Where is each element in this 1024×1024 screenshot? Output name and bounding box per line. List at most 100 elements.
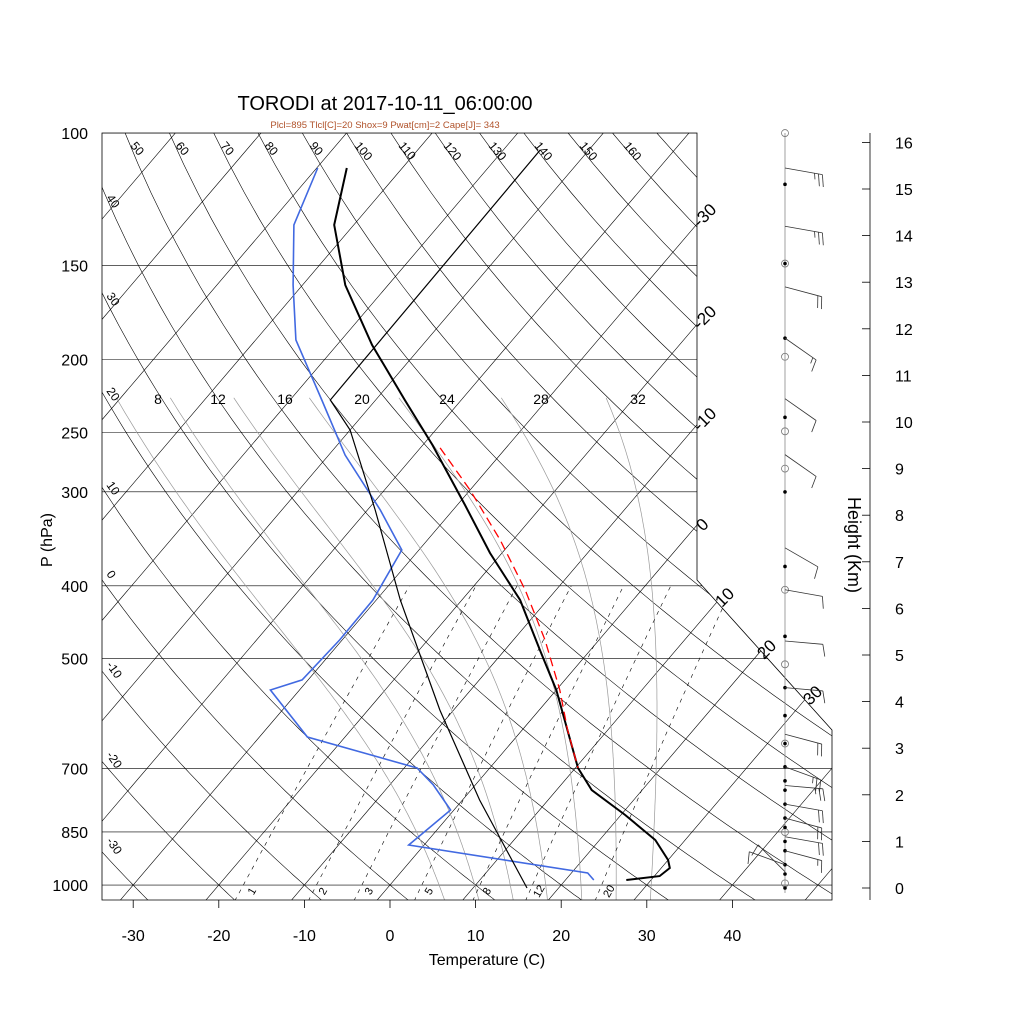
- height-dot-marker: [783, 182, 787, 187]
- height-tick-label: 15: [895, 182, 913, 199]
- dry-adiabat-label: 0: [104, 568, 119, 582]
- height-circle-marker: [781, 427, 789, 436]
- dry-adiabat-label: 80: [262, 139, 282, 158]
- height-tick-label: 5: [895, 648, 904, 665]
- mixing-ratio-line: [234, 585, 410, 900]
- dry-adiabat-label: 130: [486, 139, 510, 164]
- wind-barb-shaft: [784, 640, 823, 645]
- height-dot-marker: [783, 490, 787, 494]
- wind-barb-feather: [812, 777, 814, 784]
- chart-subtitle: Plcl=895 Tlcl[C]=20 Shox=9 Pwat[cm]=2 Ca…: [270, 120, 499, 131]
- height-dot-marker: [783, 779, 787, 783]
- dry-adiabat-line: [390, 133, 832, 900]
- pressure-tick-label: 150: [61, 258, 88, 275]
- wind-barb-feather: [811, 359, 817, 372]
- wind-barb-feather: [751, 844, 759, 856]
- plot-frame: [101, 132, 833, 901]
- height-tick-label: 2: [895, 788, 904, 805]
- moist-adiabat-line: [170, 397, 480, 900]
- isotherm-line: [116, 133, 790, 900]
- isotherm-line: [0, 116, 19, 904]
- pressure-tick-label: 500: [61, 652, 88, 669]
- mixing-ratio-label: 8: [481, 886, 494, 897]
- dry-adiabat-line: [523, 133, 832, 900]
- moist-adiabat-line: [501, 397, 617, 900]
- wind-barb-shaft: [784, 687, 823, 692]
- dry-adiabat-label: 120: [441, 139, 465, 164]
- dry-adiabat-line: [102, 133, 762, 900]
- wind-barb-shaft: [784, 733, 822, 745]
- wind-profile: [747, 129, 826, 893]
- dry-adiabat-line: [102, 133, 588, 900]
- mixing-ratio-label: 20: [601, 883, 618, 900]
- x-tick-label: 10: [467, 928, 485, 945]
- dry-adiabat-label: -10: [104, 659, 126, 682]
- mixing-ratio-label: 5: [423, 886, 436, 897]
- height-tick-label: 10: [895, 415, 913, 432]
- mixing-ratio-label: 3: [363, 886, 376, 897]
- moist-adiabat-line: [398, 397, 583, 900]
- moist-adiabat-line: [309, 397, 548, 900]
- height-tick-label: 4: [895, 695, 904, 712]
- moist-adiabat-label: 8: [154, 391, 162, 407]
- isotherm-label: 30: [799, 682, 826, 709]
- wind-barb-feather: [822, 596, 824, 609]
- dry-adiabat-label: 70: [218, 139, 238, 158]
- height-circle-marker: [781, 259, 789, 268]
- isotherm-line: [102, 133, 704, 900]
- wind-barb-shaft: [784, 836, 823, 844]
- pressure-tick-label: 200: [61, 352, 88, 369]
- dry-adiabat-line: [656, 133, 832, 900]
- height-dot-marker: [783, 825, 787, 830]
- wind-barb-feather: [818, 842, 820, 856]
- height-dot-marker: [783, 839, 787, 844]
- parcel-curve: [329, 149, 541, 889]
- height-tick-label: 9: [895, 462, 904, 479]
- isotherm-line: [102, 133, 618, 900]
- dry-adiabat-line: [302, 133, 832, 900]
- height-tick-label: 0: [895, 881, 904, 898]
- height-dot-marker: [783, 872, 787, 876]
- wind-barb-feather: [818, 173, 820, 187]
- mixing-ratio-line: [413, 585, 572, 900]
- wind-barb-shaft: [784, 398, 817, 421]
- wind-barb-feather: [818, 232, 820, 245]
- dry-adiabat-label: 160: [621, 139, 645, 164]
- wind-barb-feather: [822, 232, 824, 246]
- wind-barb-feather: [811, 420, 817, 433]
- wind-barb-shaft: [784, 337, 817, 361]
- dry-adiabat-label: 100: [352, 139, 376, 164]
- height-tick-label: 16: [895, 135, 913, 152]
- moist-adiabat-label: 24: [439, 391, 455, 407]
- dry-adiabat-line: [124, 133, 832, 900]
- height-axis-label: Height (Km): [844, 497, 864, 593]
- x-tick-label: 0: [386, 928, 395, 945]
- moist-adiabat-label: 20: [354, 391, 370, 407]
- height-tick-label: 6: [895, 601, 904, 618]
- wind-barb-feather: [822, 690, 826, 704]
- pressure-tick-label: 100: [61, 126, 88, 143]
- height-circle-marker: [781, 464, 789, 473]
- mixing-ratio-label: 12: [531, 883, 548, 900]
- wind-barb-feather: [819, 779, 822, 793]
- height-dot-marker: [783, 634, 787, 639]
- wind-barb-feather: [818, 788, 822, 801]
- height-dot-marker: [783, 886, 787, 890]
- wind-barb-shaft: [749, 851, 786, 866]
- dry-adiabat-label: 110: [396, 139, 419, 163]
- wind-barb-feather: [814, 566, 819, 579]
- dry-adiabat-line: [346, 133, 832, 900]
- isotherm-line: [102, 133, 447, 900]
- wind-barb-feather: [822, 174, 824, 187]
- dry-adiabat-line: [102, 133, 327, 900]
- height-circle-marker: [781, 585, 789, 594]
- wind-barb-shaft: [784, 850, 822, 861]
- pressure-tick-label: 700: [61, 762, 88, 779]
- wind-barb-feather: [822, 810, 824, 824]
- height-tick-label: 14: [895, 229, 913, 246]
- wind-barb-shaft: [784, 454, 817, 477]
- isotherm-line: [102, 133, 105, 900]
- moist-adiabat-line: [115, 397, 446, 900]
- wind-barb-feather: [747, 851, 750, 865]
- mixing-ratio-line: [472, 585, 624, 900]
